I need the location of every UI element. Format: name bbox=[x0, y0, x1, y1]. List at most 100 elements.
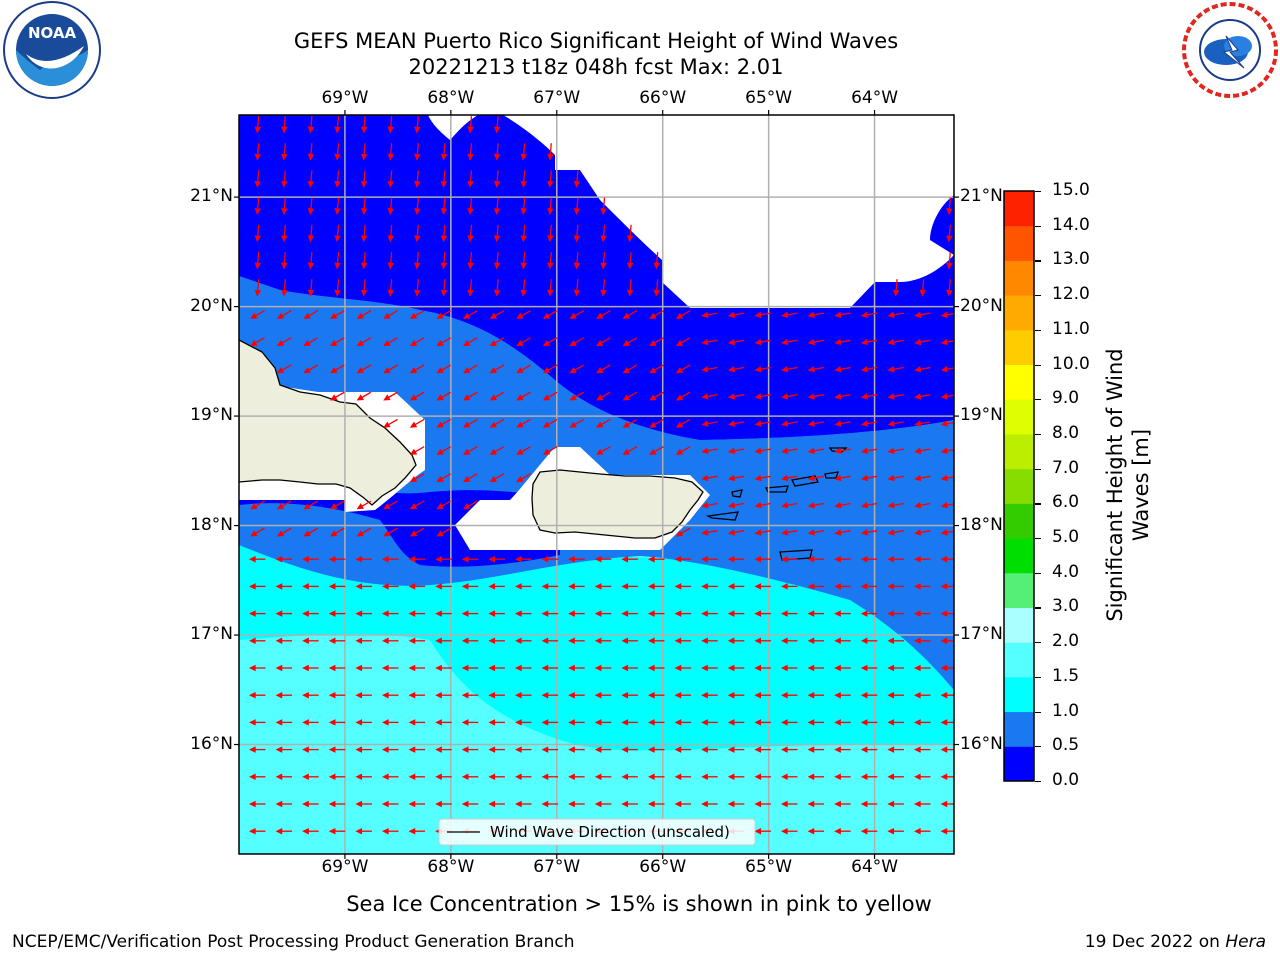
wave-direction-arrowhead bbox=[727, 691, 735, 699]
wave-direction-arrowhead bbox=[488, 664, 496, 672]
wave-direction-arrowhead bbox=[674, 719, 682, 726]
wave-direction-arrowhead bbox=[568, 719, 575, 726]
wave-direction-arrowhead bbox=[675, 339, 684, 347]
wave-direction-arrowhead bbox=[701, 583, 708, 590]
wave-direction-arrowhead bbox=[440, 208, 448, 216]
wave-direction-arrowhead bbox=[940, 366, 948, 373]
wave-direction-arrowhead bbox=[887, 583, 895, 590]
wave-direction-arrowhead bbox=[781, 393, 789, 400]
wave-direction-arrowhead bbox=[330, 530, 338, 537]
wave-direction-arrowhead bbox=[648, 583, 655, 590]
wave-direction-arrowhead bbox=[307, 180, 315, 188]
wave-direction-arrowhead bbox=[675, 312, 684, 319]
wave-direction-arrowhead bbox=[493, 289, 501, 297]
colorbar-tick-label: 2.0 bbox=[1052, 631, 1080, 652]
wave-direction-arrowhead bbox=[463, 312, 471, 319]
wave-direction-arrowhead bbox=[334, 126, 341, 134]
colorbar-tick-mark bbox=[1035, 781, 1041, 783]
wave-direction-arrowhead bbox=[834, 366, 842, 373]
wave-direction-arrowhead bbox=[408, 773, 416, 781]
wave-direction-arrowhead bbox=[435, 746, 442, 753]
wave-direction-arrowhead bbox=[275, 827, 283, 835]
wave-direction-arrowhead bbox=[887, 555, 895, 563]
wave-direction-arrowhead bbox=[515, 555, 522, 563]
wave-direction-arrowhead bbox=[435, 637, 442, 645]
wave-direction-arrowhead bbox=[467, 208, 474, 216]
wave-direction-arrowhead bbox=[887, 773, 895, 781]
wave-direction-arrowhead bbox=[463, 394, 471, 401]
wave-direction-arrowhead bbox=[436, 530, 444, 537]
wave-direction-arrowhead bbox=[807, 393, 815, 400]
colorbar-tick-label: 4.0 bbox=[1052, 561, 1080, 582]
wave-direction-arrowhead bbox=[440, 235, 448, 243]
wave-direction-arrowhead bbox=[940, 447, 948, 455]
colorbar-tick-label: 15.0 bbox=[1052, 180, 1090, 200]
wave-direction-arrowhead bbox=[541, 800, 549, 808]
wave-direction-arrowhead bbox=[807, 827, 815, 835]
axis-tick-label: 67°W bbox=[533, 88, 581, 108]
colorbar-tick-label: 10.0 bbox=[1052, 353, 1090, 374]
wave-direction-arrowhead bbox=[621, 773, 629, 781]
wave-direction-arrowhead bbox=[940, 393, 948, 400]
wave-direction-arrowhead bbox=[542, 421, 551, 428]
wave-direction-arrowhead bbox=[489, 367, 497, 374]
wave-direction-arrowhead bbox=[621, 637, 629, 645]
colorbar-tick-label: 14.0 bbox=[1052, 214, 1090, 235]
wave-direction-arrowhead bbox=[675, 448, 684, 455]
wave-direction-arrowhead bbox=[250, 503, 258, 510]
wave-direction-arrowhead bbox=[621, 664, 629, 672]
wave-direction-arrowhead bbox=[807, 800, 815, 808]
wave-direction-arrowhead bbox=[328, 664, 336, 672]
wave-direction-arrowhead bbox=[355, 746, 363, 753]
wave-direction-arrowhead bbox=[307, 289, 315, 297]
axis-tick-label: 21°N bbox=[960, 186, 1003, 207]
wave-direction-arrowhead bbox=[860, 746, 868, 753]
wave-direction-arrowhead bbox=[408, 664, 416, 672]
wave-direction-arrowhead bbox=[648, 637, 655, 645]
wave-direction-arrowhead bbox=[940, 502, 948, 509]
wave-direction-arrowhead bbox=[754, 719, 762, 726]
colorbar-tick-label: 9.0 bbox=[1052, 388, 1080, 409]
axis-tick-label: 19°N bbox=[190, 405, 233, 426]
wave-direction-arrowhead bbox=[648, 555, 655, 563]
wave-direction-arrowhead bbox=[541, 637, 549, 645]
wave-direction-arrowhead bbox=[330, 339, 338, 347]
wave-direction-arrowhead bbox=[516, 475, 524, 483]
colorbar-tick-label: 11.0 bbox=[1052, 318, 1090, 339]
wave-direction-arrowhead bbox=[360, 262, 368, 270]
wave-direction-arrowhead bbox=[461, 773, 469, 781]
colorbar-tick-mark bbox=[1035, 642, 1041, 644]
wave-direction-arrowhead bbox=[463, 448, 471, 455]
wave-direction-arrowhead bbox=[488, 637, 496, 645]
colorbar-segment bbox=[1004, 329, 1034, 366]
wave-direction-arrowhead bbox=[440, 153, 448, 161]
wave-direction-arrowhead bbox=[781, 773, 788, 781]
wave-direction-arrowhead bbox=[596, 367, 604, 374]
wave-direction-arrowhead bbox=[573, 262, 581, 270]
wave-direction-arrowhead bbox=[382, 773, 389, 781]
chart-subtitle: 20221213 t18z 048h fcst Max: 2.01 bbox=[408, 55, 784, 79]
wave-direction-arrowhead bbox=[914, 311, 922, 319]
wave-direction-arrowhead bbox=[436, 421, 444, 428]
wave-direction-arrowhead bbox=[281, 262, 288, 270]
wave-direction-arrowhead bbox=[887, 393, 895, 400]
wave-direction-arrowhead bbox=[330, 394, 338, 401]
wave-direction-arrowhead bbox=[754, 366, 762, 373]
wave-direction-arrowhead bbox=[860, 664, 868, 672]
wave-direction-arrowhead bbox=[754, 447, 762, 455]
wave-direction-arrowhead bbox=[541, 773, 549, 781]
wave-direction-arrowhead bbox=[914, 555, 921, 563]
wave-direction-arrowhead bbox=[754, 502, 762, 509]
wave-direction-arrowhead bbox=[701, 746, 708, 753]
wave-direction-arrowhead bbox=[621, 610, 629, 617]
wave-direction-arrowhead bbox=[541, 746, 549, 753]
wave-direction-arrowhead bbox=[360, 126, 368, 134]
wave-direction-arrowhead bbox=[249, 827, 256, 835]
wave-direction-arrowhead bbox=[727, 610, 735, 617]
wave-direction-arrowhead bbox=[249, 773, 256, 781]
axis-tick-label: 17°N bbox=[960, 624, 1003, 645]
wave-direction-arrowhead bbox=[621, 583, 629, 590]
wave-direction-arrowhead bbox=[493, 153, 501, 161]
wave-direction-arrowhead bbox=[541, 664, 549, 672]
wave-direction-arrowhead bbox=[276, 367, 285, 374]
